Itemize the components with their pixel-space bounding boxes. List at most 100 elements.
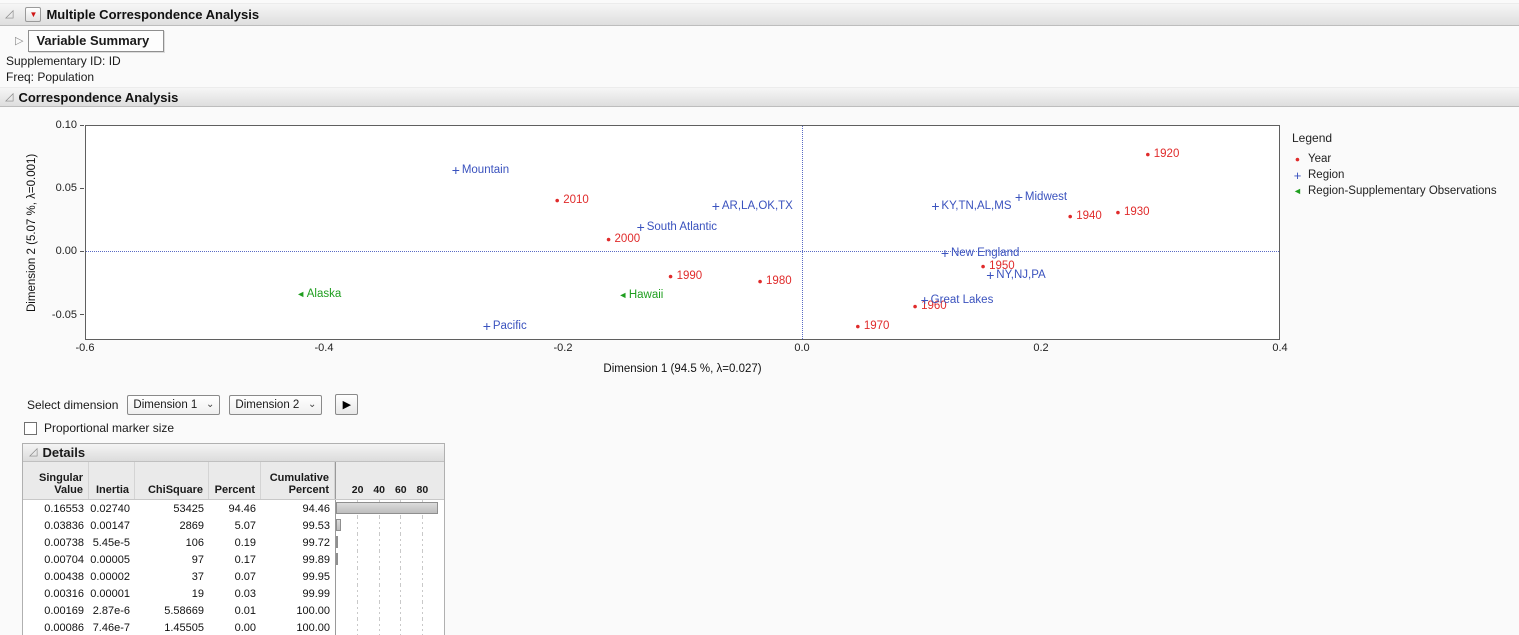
point-south-atlantic[interactable]: + South Atlantic [636, 219, 717, 236]
point-mountain[interactable]: + Mountain [451, 161, 510, 178]
legend-item-year[interactable]: ● Year [1292, 153, 1497, 165]
col-header-percent: Percent [209, 462, 261, 499]
legend-item-region-supplementary[interactable]: ◄ Region-Supplementary Observations [1292, 185, 1497, 197]
plus-marker-icon: + [920, 292, 929, 309]
point-new-england[interactable]: + New England [940, 246, 1020, 260]
plus-marker-icon: + [1014, 189, 1024, 206]
cell-percent: 94.46 [228, 503, 256, 515]
cell-percent: 0.03 [234, 588, 256, 600]
point-label: 1980 [766, 275, 792, 288]
details-table-row[interactable]: 0.16553 0.02740 53425 94.46 94.46 [23, 500, 444, 517]
percent-bar [336, 536, 338, 548]
plus-marker-icon: + [931, 198, 940, 215]
plot-legend: Legend ● Year + Region ◄ Region-Suppleme… [1292, 131, 1497, 201]
point-1960[interactable]: ● 1960 [910, 300, 947, 312]
dot-marker-icon: ● [667, 271, 674, 282]
percent-bar [336, 553, 338, 565]
correspondence-analysis-header-bar: ◿ Correspondence Analysis [0, 87, 1519, 107]
cell-chisquare: 2869 [179, 520, 204, 532]
point-ky-tn-al-ms[interactable]: + KY,TN,AL,MS [930, 198, 1011, 215]
point-label: Mountain [461, 163, 510, 176]
supplementary-id-line: Supplementary ID: ID [6, 54, 121, 68]
y-tick: 0.00 [56, 245, 84, 257]
col-header-chisquare: ChiSquare [135, 462, 209, 499]
legend-label-region-supplementary: Region-Supplementary Observations [1308, 185, 1497, 197]
point-ar-la-ok-tx[interactable]: + AR,LA,OK,TX [711, 199, 793, 213]
point-midwest[interactable]: + Midwest [1014, 189, 1067, 206]
disclosure-open-icon[interactable]: ◿ [5, 8, 14, 20]
details-table-row[interactable]: 0.00316 0.00001 19 0.03 99.99 [23, 585, 444, 602]
point-label: 1940 [1076, 210, 1102, 223]
cell-inertia: 5.45e-5 [92, 537, 130, 549]
point-1970[interactable]: ● 1970 [853, 320, 889, 332]
chevron-down-icon: ⌄ [308, 398, 317, 410]
proportional-marker-row: Proportional marker size [24, 421, 174, 435]
point-1980[interactable]: ● 1980 [755, 275, 792, 288]
percent-bar-cell [335, 534, 444, 551]
cell-cumulative-percent: 99.99 [302, 588, 330, 600]
point-1930[interactable]: ● 1930 [1113, 206, 1149, 218]
percent-bar-cell [335, 551, 444, 568]
plus-marker-icon: + [636, 219, 645, 236]
proportional-marker-checkbox[interactable] [24, 421, 37, 435]
details-table-row[interactable]: 0.00738 5.45e-5 106 0.19 99.72 [23, 534, 444, 551]
point-pacific[interactable]: + Pacific [482, 319, 527, 333]
dimension-y-dropdown[interactable]: Dimension 2 ⌄ [229, 394, 323, 415]
col-header-inertia: Inertia [89, 462, 135, 499]
point-2000[interactable]: ● 2000 [604, 233, 640, 245]
cell-percent: 0.00 [234, 622, 256, 634]
percent-bar [336, 519, 342, 531]
cell-cumulative-percent: 100.00 [296, 605, 330, 617]
point-ny-nj-pa[interactable]: + NY,NJ,PA [985, 268, 1046, 282]
point-alaska[interactable]: ◄ Alaska [296, 288, 341, 300]
cell-cumulative-percent: 99.53 [302, 520, 330, 532]
col-header-singular-value: Singular Value [23, 462, 89, 499]
disclosure-open-icon[interactable]: ◿ [5, 90, 14, 103]
correspondence-plot: Dimension 2 (5.07 %, λ=0.001) 0.10 0.05 0.… [0, 109, 1519, 391]
details-table-row[interactable]: 0.00438 0.00002 37 0.07 99.95 [23, 568, 444, 585]
y-axis-ticks: 0.10 0.05 0.00 -0.05 [44, 119, 84, 340]
y-tick: 0.10 [56, 119, 84, 131]
disclosure-collapsed-icon[interactable]: ▷ [15, 34, 24, 47]
supplementary-triangle-marker-icon: ◄ [1293, 186, 1302, 196]
cell-percent: 0.07 [234, 571, 256, 583]
dot-marker-icon: ● [855, 321, 861, 332]
region-plus-marker-icon: + [1293, 167, 1302, 183]
disclosure-open-icon[interactable]: ◿ [29, 446, 38, 458]
percent-bar-cell [335, 500, 444, 517]
dimension-x-dropdown[interactable]: Dimension 1 ⌄ [127, 394, 221, 415]
point-1940[interactable]: ● 1940 [1065, 210, 1102, 222]
cell-singular-value: 0.00169 [44, 605, 84, 617]
plus-marker-icon: + [451, 161, 460, 178]
proportional-marker-label[interactable]: Proportional marker size [44, 421, 175, 435]
y-axis-title: Dimension 2 (5.07 %, λ=0.001) [26, 153, 38, 312]
left-triangle-marker-icon: ◄ [296, 288, 306, 299]
dot-marker-icon: ● [605, 233, 612, 244]
variable-summary-title[interactable]: Variable Summary [28, 30, 165, 52]
red-triangle-menu-button[interactable]: ▼ [25, 7, 42, 22]
legend-item-region[interactable]: + Region [1292, 167, 1497, 183]
point-1990[interactable]: ● 1990 [666, 270, 702, 282]
details-table-row[interactable]: 0.00704 0.00005 97 0.17 99.89 [23, 551, 444, 568]
cell-inertia: 0.00002 [90, 571, 130, 583]
point-label: 2010 [563, 193, 589, 206]
details-table-row[interactable]: 0.00086 7.46e-7 1.45505 0.00 100.00 [23, 619, 444, 635]
x-reference-line [801, 126, 803, 339]
percent-bar-cell [335, 517, 444, 534]
point-2010[interactable]: ● 2010 [552, 194, 589, 206]
plot-frame[interactable]: ● 1920 ● 1930 ● 1940 ● 1950 ● 1960 ● 1970 ● 1980 ● 1990… [85, 125, 1280, 340]
info-lines: Supplementary ID: ID Freq: Population [6, 53, 121, 85]
point-1950[interactable]: ● 1950 [978, 260, 1015, 272]
cell-cumulative-percent: 94.46 [302, 503, 330, 515]
percent-bar-cell [335, 585, 444, 602]
point-hawaii[interactable]: ◄ Hawaii [618, 289, 663, 301]
cell-chisquare: 106 [185, 537, 204, 549]
cell-cumulative-percent: 100.00 [296, 622, 330, 634]
next-dimension-pair-button[interactable]: ▶ [335, 394, 359, 415]
details-table-row[interactable]: 0.00169 2.87e-6 5.58669 0.01 100.00 [23, 602, 444, 619]
details-table-row[interactable]: 0.03836 0.00147 2869 5.07 99.53 [23, 517, 444, 534]
point-great-lakes[interactable]: + Great Lakes [920, 292, 994, 309]
point-1920[interactable]: ● 1920 [1143, 148, 1179, 160]
report-title: Multiple Correspondence Analysis [46, 7, 260, 22]
cell-singular-value: 0.00316 [44, 588, 84, 600]
